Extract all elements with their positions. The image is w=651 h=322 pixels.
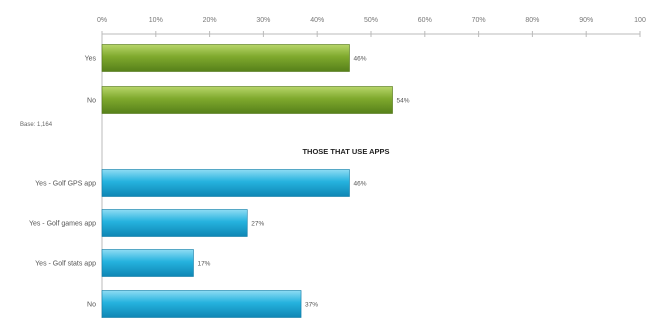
x-tick-label: 90%: [579, 17, 593, 24]
bar: [102, 291, 301, 318]
x-tick-label: 60%: [418, 17, 432, 24]
x-tick-label: 80%: [525, 17, 539, 24]
category-label: No: [87, 302, 96, 309]
data-label: 17%: [197, 261, 210, 268]
x-tick-label: 50%: [364, 17, 378, 24]
category-label: No: [87, 98, 96, 105]
x-tick-label: 20%: [203, 17, 217, 24]
x-tick-label: 70%: [472, 17, 486, 24]
group-app-users: Yes - Golf GPS app 46% Yes - Golf games …: [29, 170, 367, 318]
category-label: Yes - Golf GPS app: [35, 181, 96, 188]
x-tick-label: 30%: [256, 17, 270, 24]
data-label: 46%: [353, 56, 366, 63]
x-tick-label: 40%: [310, 17, 324, 24]
section-heading: THOSE THAT USE APPS: [302, 147, 389, 156]
data-label: 54%: [397, 98, 410, 105]
data-label: 27%: [251, 221, 264, 228]
group-overall: Yes 46% No 54%: [85, 45, 410, 114]
base-note: Base: 1,164: [20, 122, 53, 128]
x-tick-label: 100: [634, 17, 646, 24]
category-label: Yes - Golf stats app: [35, 261, 96, 268]
category-label: Yes: [85, 56, 97, 63]
x-tick-label: 0%: [97, 17, 107, 24]
bar: [102, 87, 393, 114]
data-label: 37%: [305, 302, 318, 309]
data-label: 46%: [353, 181, 366, 188]
bar: [102, 45, 349, 72]
category-label: Yes - Golf games app: [29, 221, 96, 228]
bar: [102, 250, 193, 277]
x-tick-label: 10%: [149, 17, 163, 24]
bar: [102, 170, 349, 197]
bar: [102, 210, 247, 237]
